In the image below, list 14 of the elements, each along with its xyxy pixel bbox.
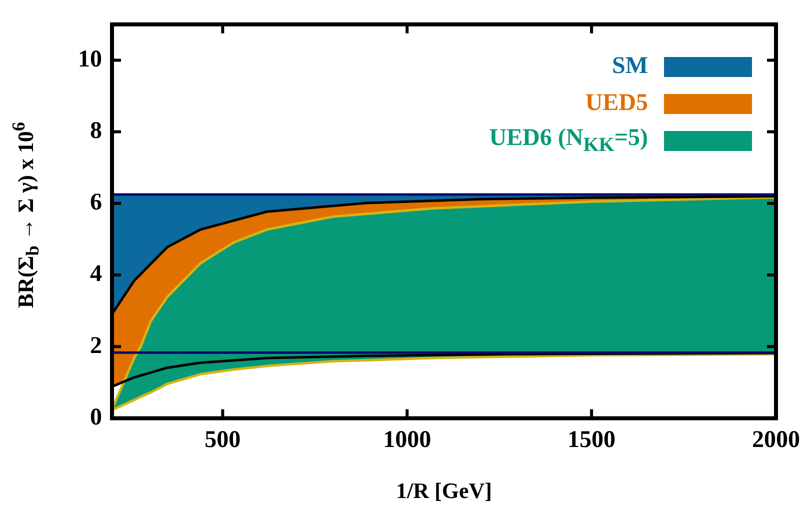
- y-tick-label: 8: [90, 118, 102, 144]
- x-tick-label: 1500: [568, 426, 616, 453]
- y-tick-label: 10: [78, 46, 102, 72]
- x-axis-title: 1/R [GeV]: [396, 478, 492, 504]
- legend-label: UED5: [585, 90, 648, 117]
- legend-label: UED6 (N$_{KK}$=5): [489, 124, 648, 156]
- y-tick-label: 2: [90, 332, 102, 359]
- y-tick-label: 4: [90, 261, 102, 288]
- x-tick-label: 1000: [383, 426, 432, 453]
- x-tick-label: 2000: [752, 426, 800, 453]
- y-tick-label: 6: [90, 190, 102, 216]
- y-tick-label: 0: [90, 404, 102, 430]
- legend-label: SM: [612, 53, 648, 80]
- x-tick-label: 500: [204, 426, 241, 453]
